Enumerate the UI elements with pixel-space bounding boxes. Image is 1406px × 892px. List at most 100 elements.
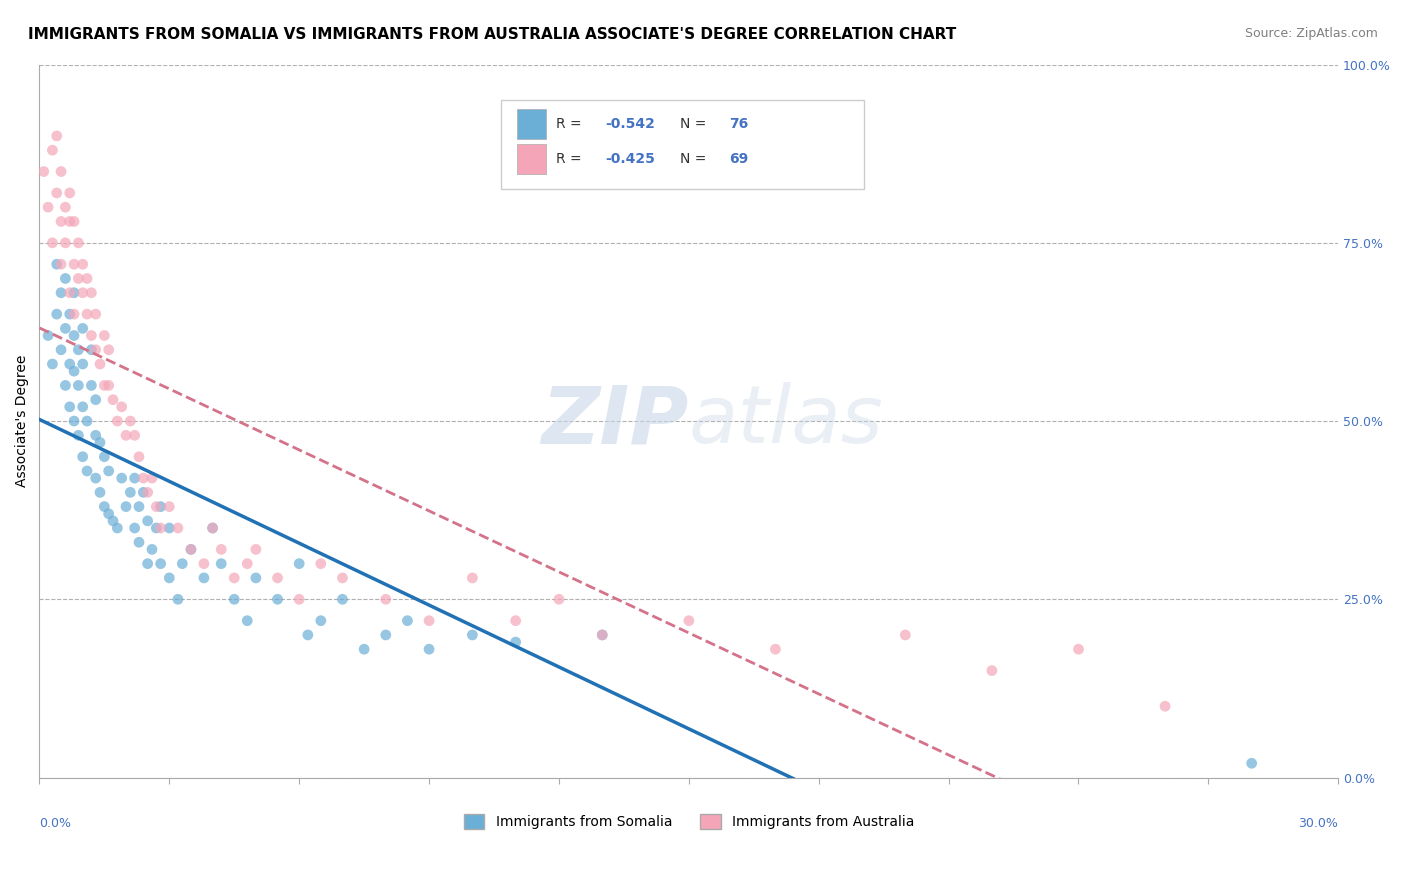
Point <box>45 307 67 321</box>
Text: R =: R = <box>557 153 586 167</box>
Point <box>209 542 232 557</box>
Text: 76: 76 <box>730 117 748 131</box>
Point <box>49 285 72 300</box>
Point <box>80 343 103 357</box>
Point <box>236 614 259 628</box>
Point <box>180 542 202 557</box>
Point <box>89 485 111 500</box>
Point <box>97 378 120 392</box>
Point <box>765 642 787 657</box>
Point <box>76 271 98 285</box>
Point <box>980 664 1002 678</box>
Point <box>353 642 375 657</box>
Point <box>332 571 354 585</box>
Point <box>80 328 103 343</box>
Point <box>224 571 246 585</box>
Point <box>72 257 94 271</box>
Point <box>120 485 142 500</box>
Point <box>63 307 86 321</box>
Point <box>49 164 72 178</box>
Point <box>45 186 67 200</box>
Point <box>59 214 82 228</box>
Point <box>41 143 63 157</box>
Legend: Immigrants from Somalia, Immigrants from Australia: Immigrants from Somalia, Immigrants from… <box>458 809 920 835</box>
Point <box>149 500 172 514</box>
Point <box>149 521 172 535</box>
Point <box>55 200 77 214</box>
Point <box>93 500 115 514</box>
Point <box>41 357 63 371</box>
Point <box>136 514 159 528</box>
Text: Source: ZipAtlas.com: Source: ZipAtlas.com <box>1244 27 1378 40</box>
Point <box>76 307 98 321</box>
Point <box>49 343 72 357</box>
Point <box>224 592 246 607</box>
Point <box>72 400 94 414</box>
Point <box>505 614 527 628</box>
Point <box>80 378 103 392</box>
Point <box>136 485 159 500</box>
Point <box>84 392 107 407</box>
Point <box>193 557 215 571</box>
Point <box>132 471 155 485</box>
Point <box>149 557 172 571</box>
Text: 0.0%: 0.0% <box>39 817 72 830</box>
Point <box>201 521 224 535</box>
Point <box>37 200 59 214</box>
Point <box>55 235 77 250</box>
Bar <box>517 109 546 139</box>
Point <box>76 414 98 428</box>
Text: IMMIGRANTS FROM SOMALIA VS IMMIGRANTS FROM AUSTRALIA ASSOCIATE'S DEGREE CORRELAT: IMMIGRANTS FROM SOMALIA VS IMMIGRANTS FR… <box>28 27 956 42</box>
Point <box>297 628 319 642</box>
FancyBboxPatch shape <box>501 100 865 189</box>
Point <box>193 571 215 585</box>
Point <box>84 343 107 357</box>
Point <box>89 357 111 371</box>
Point <box>63 364 86 378</box>
Point <box>59 186 82 200</box>
Point <box>132 485 155 500</box>
Point <box>105 521 128 535</box>
Point <box>49 214 72 228</box>
Point <box>461 571 484 585</box>
Point <box>63 214 86 228</box>
Text: 30.0%: 30.0% <box>1298 817 1339 830</box>
Point <box>105 414 128 428</box>
Point <box>141 471 163 485</box>
Point <box>1240 756 1263 771</box>
Point <box>201 521 224 535</box>
Text: ZIP: ZIP <box>541 382 689 460</box>
Point <box>128 535 150 549</box>
Point <box>72 450 94 464</box>
Point <box>37 328 59 343</box>
Point <box>84 428 107 442</box>
Point <box>418 614 440 628</box>
Point <box>145 521 167 535</box>
Point <box>180 542 202 557</box>
Point <box>141 542 163 557</box>
Text: 69: 69 <box>730 153 748 167</box>
Point <box>157 571 180 585</box>
Point <box>67 343 90 357</box>
Point <box>172 557 194 571</box>
Point <box>32 164 55 178</box>
Point <box>63 414 86 428</box>
Point <box>49 257 72 271</box>
Point <box>461 628 484 642</box>
Point <box>505 635 527 649</box>
Text: N =: N = <box>679 117 710 131</box>
Point <box>67 428 90 442</box>
Point <box>266 571 288 585</box>
Point <box>72 321 94 335</box>
Y-axis label: Associate's Degree: Associate's Degree <box>15 355 30 487</box>
Point <box>418 642 440 657</box>
Point <box>67 271 90 285</box>
Point <box>63 285 86 300</box>
Point <box>678 614 700 628</box>
Text: atlas: atlas <box>689 382 883 460</box>
Point <box>145 500 167 514</box>
Point <box>72 357 94 371</box>
Text: R =: R = <box>557 117 586 131</box>
Point <box>167 521 190 535</box>
Point <box>97 507 120 521</box>
